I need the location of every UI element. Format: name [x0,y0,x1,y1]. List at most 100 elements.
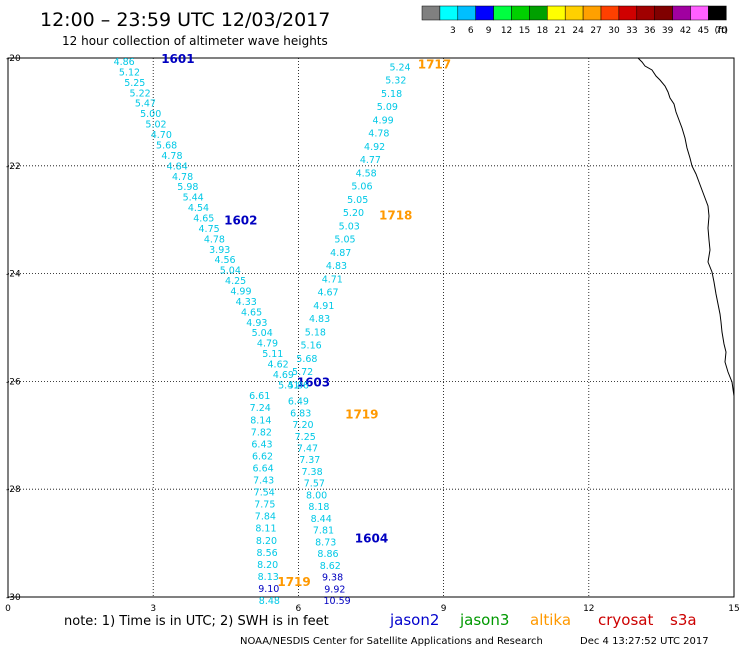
plot-frame [7,57,735,598]
scale-label: 15 [519,26,530,36]
satellite-label-s3a: s3a [670,611,697,629]
wave-height-value: 6.43 [251,439,272,450]
y-tick-label: -22 [6,162,21,172]
page-title: 12:00 – 23:59 UTC 12/03/2017 [40,9,330,31]
wave-height-value: 7.25 [295,432,316,443]
wave-height-value: 5.24 [389,62,410,73]
scale-swatch [421,5,441,21]
color-scale: 3 6 9 12 15 18 21 24 27 30 33 36 39 42 45 70(ft) [421,5,728,36]
scale-swatch [493,5,512,21]
pass-time-label: 1717 [418,57,451,71]
y-tick-label: -26 [6,377,21,387]
page-subtitle: 12 hour collection of altimeter wave hei… [62,34,328,48]
wave-height-value: 7.75 [254,500,275,511]
wave-height-value: 6.49 [288,397,309,408]
scale-swatch [618,5,638,21]
wave-height-value: 4.77 [360,155,381,166]
wave-height-value: 5.04 [220,266,241,277]
wave-height-value: 7.47 [297,443,318,454]
wave-height-value: 5.68 [156,140,177,151]
track-pass-3: 6.496.837.207.257.477.377.387.578.008.18… [277,397,388,607]
wave-height-value: 4.99 [373,115,394,126]
wave-height-value: 4.79 [257,339,278,350]
satellite-label-cryosat: cryosat [598,611,653,629]
wave-height-value: 5.86 [288,380,309,391]
grid-lines [8,58,734,597]
wave-height-value: 5.18 [305,327,326,338]
wave-height-value: 5.72 [292,367,313,378]
wave-height-value: 6.64 [253,463,274,474]
wave-height-value: 4.25 [225,276,246,287]
pass-time-label: 1601 [161,52,194,66]
scale-swatch [439,5,459,21]
wave-height-value: 5.04 [252,328,273,339]
wave-height-value: 6.83 [290,408,311,419]
scale-unit: (ft) [714,26,728,36]
wave-height-value: 7.24 [250,403,271,414]
wave-height-value: 8.20 [257,560,278,571]
wave-height-value: 6.62 [252,451,273,462]
wave-height-value: 7.84 [255,512,276,523]
pass-time-label: 1719 [345,408,378,422]
track-pass-1-cont: 6.617.248.147.826.436.626.64 7.437.547.75… [249,391,280,607]
scale-label: 36 [644,26,656,36]
axis-ticks: 0 3 6 9 12 15 -20 -22 -24 -26 -28 -30 [5,54,740,614]
scale-label: 42 [680,26,691,36]
pass-time-label: 1602 [224,214,257,228]
y-tick-label: -28 [6,485,21,495]
wave-height-value: 7.81 [313,526,334,537]
wave-height-value: 8.48 [259,596,280,607]
wave-height-value: 4.86 [114,57,135,68]
footer-note: note: 1) Time is in UTC; 2) SWH is in fe… [64,614,329,629]
scale-swatch [475,5,494,21]
wave-height-value: 8.14 [250,415,271,426]
wave-height-value: 5.11 [262,349,283,360]
x-tick-label: 15 [728,604,739,614]
wave-height-value: 5.06 [351,182,372,193]
wave-height-value: 5.18 [381,89,402,100]
x-tick-label: 9 [441,604,447,614]
wave-height-value: 3.93 [209,245,230,256]
wave-height-value: 4.78 [204,234,225,245]
wave-height-value: 8.13 [258,572,279,583]
wave-height-value: 4.62 [268,360,289,371]
wave-height-value: 4.56 [214,255,235,266]
satellite-legend: jason2 jason3 altika cryosat s3a [389,611,697,629]
wave-height-value: 4.78 [172,172,193,183]
wave-height-value: 4.78 [368,129,389,140]
x-tick-label: 6 [296,604,302,614]
scale-label: 3 [450,26,456,36]
wave-height-value: 5.12 [119,67,140,78]
wave-height-value: 4.84 [167,161,188,172]
coastline [637,57,735,397]
x-tick-label: 3 [150,604,156,614]
x-tick-label: 12 [583,604,594,614]
wave-height-value: 4.75 [199,224,220,235]
wave-height-value: 7.54 [254,488,275,499]
wave-height-value: 5.02 [145,120,166,131]
wave-height-value: 8.00 [306,490,327,501]
pass-time-label: 1718 [379,208,412,222]
scale-swatch [511,5,530,21]
wave-height-value: 9.10 [258,584,279,595]
footer-timestamp: Dec 4 13:27:52 UTC 2017 [580,636,709,647]
scale-swatch [690,5,709,21]
wave-height-value: 9.92 [324,584,345,595]
y-tick-label: -24 [6,270,21,280]
wave-height-value: 9.38 [322,573,343,584]
scale-label: 18 [537,26,549,36]
scale-label: 6 [468,26,474,36]
wave-height-value: 8.18 [308,502,329,513]
wave-height-value: 8.11 [255,524,276,535]
wave-height-value: 8.86 [317,549,338,560]
wave-height-value: 4.33 [236,297,257,308]
scale-swatch [582,5,602,21]
scale-label: 12 [501,26,512,36]
scale-label: 30 [608,26,620,36]
wave-height-value: 10.59 [324,596,351,607]
satellite-label-altika: altika [530,611,571,629]
track-pass-1: 4.865.125.255.225.475.005.024.705.684.78… [114,52,331,391]
wave-height-value: 5.41 [278,380,299,391]
